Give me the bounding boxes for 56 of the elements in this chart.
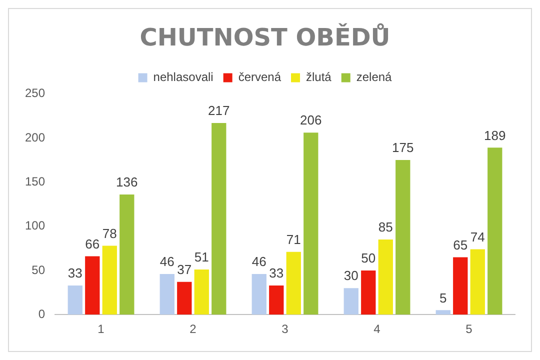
legend-label: zelená (356, 70, 392, 84)
chart-title: CHUTNOST OBĚDŮ (140, 22, 390, 52)
bar (436, 310, 450, 315)
bar (85, 256, 100, 315)
legend-label: nehlasovali (153, 70, 214, 84)
data-label: 85 (378, 220, 393, 235)
bar (177, 282, 192, 315)
data-label: 65 (453, 237, 468, 252)
bar (68, 285, 82, 315)
x-tick-label: 5 (466, 322, 473, 336)
data-label: 206 (300, 112, 322, 128)
bar (304, 132, 318, 315)
data-label: 66 (85, 236, 100, 252)
bar (160, 274, 174, 315)
x-tick-label: 3 (282, 322, 289, 336)
data-label: 189 (484, 128, 506, 143)
y-tick-label: 200 (24, 130, 46, 144)
data-label: 33 (68, 266, 82, 281)
x-tick-label: 4 (374, 322, 381, 336)
y-tick-label: 100 (24, 218, 46, 233)
bar (361, 270, 376, 315)
bar (252, 274, 266, 315)
x-tick-label: 2 (190, 322, 197, 336)
data-label: 78 (102, 226, 117, 241)
bar (269, 285, 284, 315)
y-tick-label: 150 (24, 174, 46, 188)
bar (453, 257, 468, 315)
data-label: 46 (160, 254, 174, 270)
y-tick-label: 0 (38, 306, 46, 321)
data-label: 74 (470, 229, 485, 244)
data-label: 50 (361, 250, 376, 266)
y-tick-label: 250 (24, 86, 46, 100)
bar (396, 160, 410, 315)
data-label: 30 (344, 268, 358, 284)
data-label: 5 (440, 290, 447, 306)
y-tick-label: 50 (32, 262, 46, 277)
data-label: 46 (252, 254, 266, 270)
data-label: 51 (194, 250, 209, 265)
bar (102, 246, 117, 315)
data-label: 71 (286, 232, 301, 247)
bar (286, 252, 301, 315)
data-label: 136 (116, 174, 138, 190)
bar (212, 122, 226, 315)
bar (488, 148, 502, 315)
legend-label: žlutá (306, 70, 332, 84)
data-label: 33 (269, 266, 284, 281)
x-tick-label: 1 (98, 322, 105, 336)
bar (378, 240, 393, 315)
legend-label: červená (238, 70, 282, 84)
data-label: 217 (208, 103, 230, 118)
bar (344, 288, 358, 315)
bar (194, 270, 209, 315)
data-label: 37 (177, 262, 192, 277)
bar (470, 249, 485, 315)
data-label: 175 (392, 140, 414, 156)
bar (120, 194, 134, 315)
